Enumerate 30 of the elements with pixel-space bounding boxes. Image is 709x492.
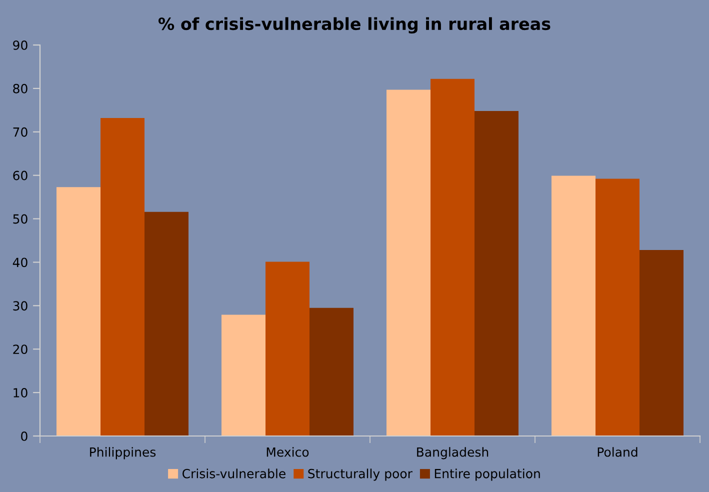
bar (596, 178, 640, 436)
y-tick-label: 40 (12, 258, 28, 268)
legend-label: Crisis-vulnerable (182, 468, 286, 478)
x-tick-label: Poland (598, 447, 638, 457)
y-tick-label: 80 (13, 84, 28, 94)
bar (430, 78, 474, 436)
y-tick-label: 10 (14, 388, 28, 398)
bar (474, 111, 518, 436)
bar (310, 308, 354, 436)
y-tick-label: 20 (13, 344, 28, 354)
bar (56, 187, 100, 436)
x-tick-label: Mexico (266, 447, 309, 457)
legend-label: Entire population (434, 468, 540, 481)
legend-label: Structurally poor (308, 468, 412, 481)
y-tick-label: 0 (21, 431, 28, 441)
x-tick-label: Philippines (90, 447, 156, 460)
y-tick-label: 90 (13, 40, 28, 50)
bar (552, 176, 596, 436)
bar (144, 212, 188, 436)
chart-title: % of crisis-vulnerable living in rural areas (158, 17, 550, 34)
y-tick-label: 50 (13, 214, 28, 224)
bar (386, 90, 430, 436)
y-tick-label: 70 (13, 127, 28, 137)
y-tick-label: 30 (13, 301, 28, 311)
bar (100, 118, 144, 436)
bar (266, 262, 310, 436)
bar (222, 314, 266, 436)
y-tick-label: 60 (13, 170, 28, 180)
bar (640, 250, 684, 436)
x-tick-label: Bangladesh (417, 447, 488, 460)
